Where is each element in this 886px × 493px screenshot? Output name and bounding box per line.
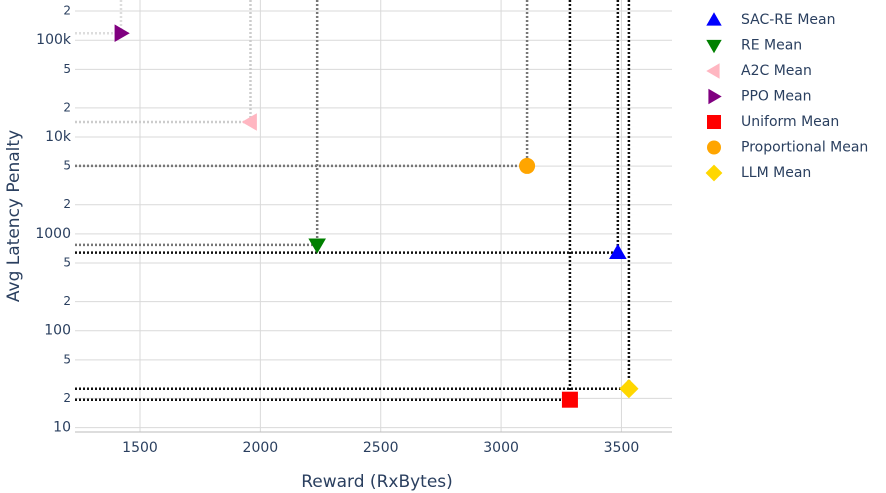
- y-tick-label: 2: [63, 100, 71, 114]
- y-tick-label: 2: [63, 197, 71, 211]
- y-tick-label: 5: [63, 159, 71, 173]
- marker: [708, 88, 722, 105]
- marker: [561, 391, 578, 408]
- y-tick-label: 100: [44, 323, 71, 339]
- x-axis-title: Reward (RxBytes): [301, 472, 453, 492]
- marker: [706, 39, 722, 54]
- marker: [707, 140, 721, 155]
- x-tick-label: 3000: [483, 440, 519, 456]
- y-tick-label: 2: [63, 4, 71, 18]
- marker: [706, 63, 720, 79]
- marker: [706, 12, 722, 26]
- y-tick-label: 5: [63, 256, 71, 270]
- marker: [619, 379, 639, 399]
- x-tick-label: 3500: [604, 440, 640, 456]
- legend-label: SAC-RE Mean: [741, 12, 835, 28]
- y-tick-label: 2: [63, 391, 71, 405]
- y-tick-label: 2: [63, 294, 71, 308]
- x-tick-label: 1500: [122, 440, 158, 456]
- y-tick-label: 10: [53, 420, 71, 436]
- marker: [308, 238, 326, 254]
- legend-label: Uniform Mean: [741, 114, 839, 130]
- marker: [609, 243, 627, 260]
- legend-label: Proportional Mean: [741, 140, 868, 156]
- legend-label: RE Mean: [741, 38, 802, 54]
- marker: [241, 113, 257, 131]
- x-tick-label: 2000: [243, 440, 279, 456]
- y-tick-label: 5: [63, 352, 71, 366]
- marker: [519, 157, 536, 174]
- y-tick-label: 5: [63, 62, 71, 76]
- y-tick-label: 100k: [36, 32, 72, 48]
- y-tick-label: 1000: [35, 226, 71, 242]
- x-tick-label: 2500: [363, 440, 399, 456]
- marker: [705, 164, 723, 182]
- marker: [114, 24, 130, 43]
- legend-label: PPO Mean: [741, 89, 812, 105]
- legend-label: LLM Mean: [741, 165, 811, 181]
- legend-label: A2C Mean: [741, 63, 812, 79]
- y-axis-title: Avg Latency Penalty: [4, 130, 24, 302]
- y-tick-label: 10k: [45, 129, 72, 145]
- marker: [707, 115, 721, 129]
